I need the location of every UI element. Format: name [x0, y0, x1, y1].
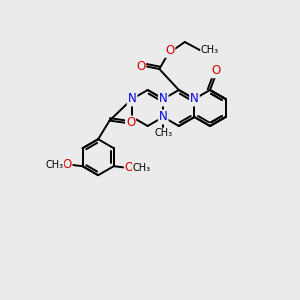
Text: CH₃: CH₃	[133, 163, 151, 173]
Text: N: N	[190, 92, 199, 106]
Text: O: O	[212, 64, 220, 77]
Text: O: O	[136, 59, 145, 73]
Text: O: O	[125, 161, 134, 174]
Text: CH₃: CH₃	[154, 128, 172, 139]
Text: CH₃: CH₃	[201, 45, 219, 56]
Text: N: N	[159, 110, 168, 124]
Text: N: N	[159, 92, 168, 106]
Text: O: O	[62, 158, 72, 171]
Text: O: O	[126, 116, 135, 130]
Text: O: O	[165, 44, 174, 57]
Text: CH₃: CH₃	[45, 160, 63, 170]
Text: N: N	[128, 92, 136, 106]
